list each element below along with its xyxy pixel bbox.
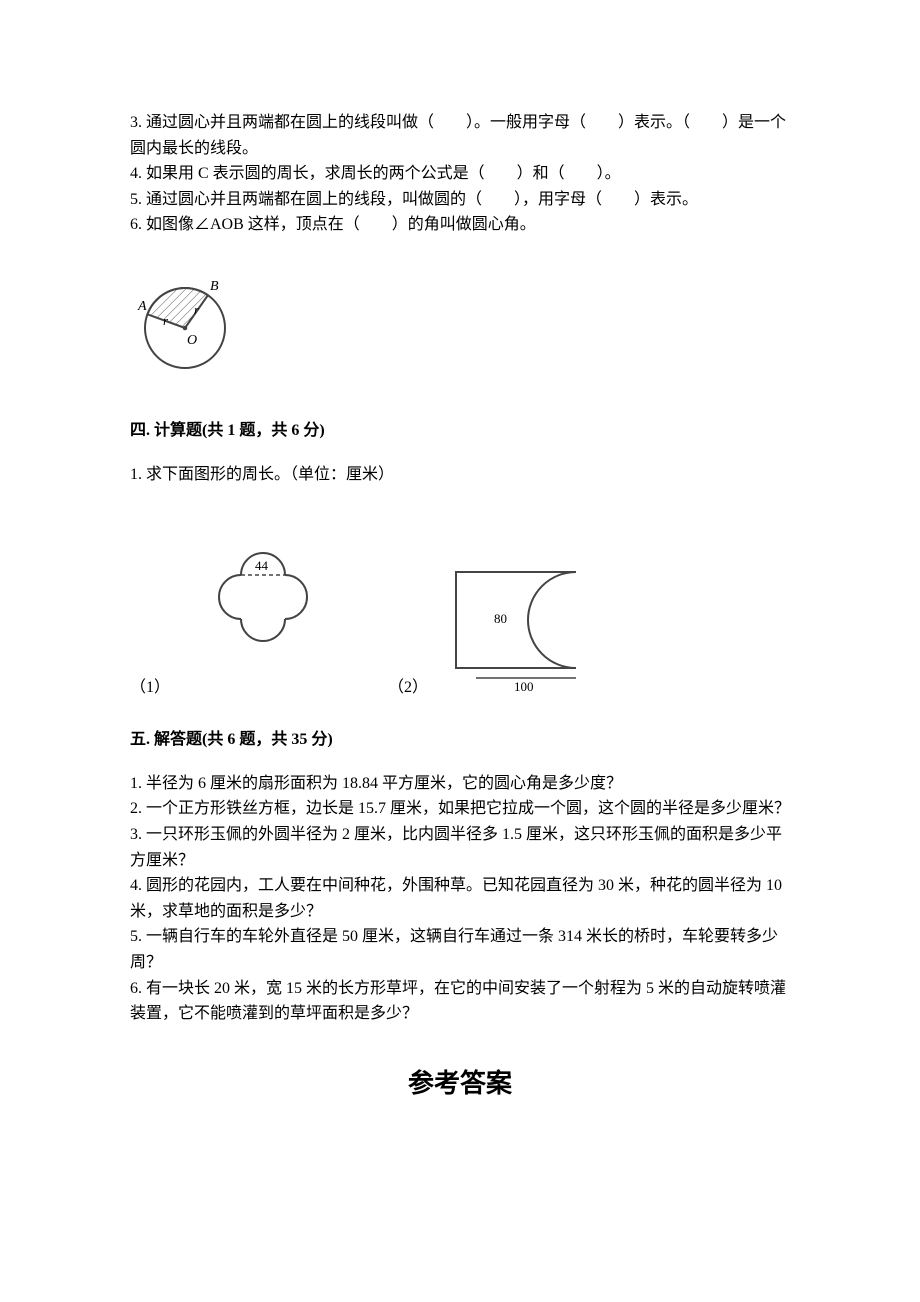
- fill-q5: 5. 通过圆心并且两端都在圆上的线段，叫做圆的（ ），用字母（ ）表示。: [130, 187, 790, 213]
- label-a: A: [137, 299, 147, 314]
- section-5-title: 五. 解答题(共 6 题，共 35 分): [130, 727, 790, 753]
- figure-1-label: （1）: [130, 673, 170, 697]
- label-80: 80: [494, 611, 507, 626]
- answer-title: 参考答案: [130, 1063, 790, 1100]
- label-b: B: [210, 279, 219, 294]
- s5-q6: 6. 有一块长 20 米，宽 15 米的长方形草坪，在它的中间安装了一个射程为 …: [130, 976, 790, 1027]
- perimeter-figures-row: （1） 44 （2） 80 100: [130, 517, 790, 697]
- section-4-title: 四. 计算题(共 1 题，共 6 分): [130, 418, 790, 444]
- figure-1-wrap: （1） 44: [130, 517, 348, 697]
- figure-2-svg: 80 100: [436, 557, 616, 697]
- s5-q5: 5. 一辆自行车的车轮外直径是 50 厘米，这辆自行车通过一条 314 米长的桥…: [130, 924, 790, 975]
- figure-2-wrap: （2） 80 100: [388, 557, 616, 697]
- rect-with-bite: [456, 572, 576, 668]
- fill-q3: 3. 通过圆心并且两端都在圆上的线段叫做（ ）。一般用字母（ ）表示。（ ）是一…: [130, 110, 790, 161]
- fill-q6: 6. 如图像∠AOB 这样，顶点在（ ）的角叫做圆心角。: [130, 212, 790, 238]
- right-semicircle: [285, 575, 307, 619]
- label-100: 100: [514, 679, 534, 694]
- s5-q1: 1. 半径为 6 厘米的扇形面积为 18.84 平方厘米，它的圆心角是多少度？: [130, 771, 790, 797]
- figure-2-label: （2）: [388, 673, 428, 697]
- bottom-semicircle: [241, 619, 285, 641]
- s4-q1: 1. 求下面图形的周长。（单位：厘米）: [130, 462, 790, 488]
- s5-q3: 3. 一只环形玉佩的外圆半径为 2 厘米，比内圆半径多 1.5 厘米，这只环形玉…: [130, 822, 790, 873]
- center-dot: [183, 326, 188, 331]
- s5-q4: 4. 圆形的花园内，工人要在中间种花，外围种草。已知花园直径为 30 米，种花的…: [130, 873, 790, 924]
- figure-1-svg: 44: [178, 517, 348, 697]
- central-angle-figure: A B O r r: [130, 268, 790, 388]
- fill-q4: 4. 如果用 C 表示圆的周长，求周长的两个公式是（ ）和（ ）。: [130, 161, 790, 187]
- s5-q2: 2. 一个正方形铁丝方框，边长是 15.7 厘米，如果把它拉成一个圆，这个圆的半…: [130, 796, 790, 822]
- left-semicircle: [219, 575, 241, 619]
- label-44: 44: [255, 558, 269, 573]
- label-o: O: [187, 333, 197, 348]
